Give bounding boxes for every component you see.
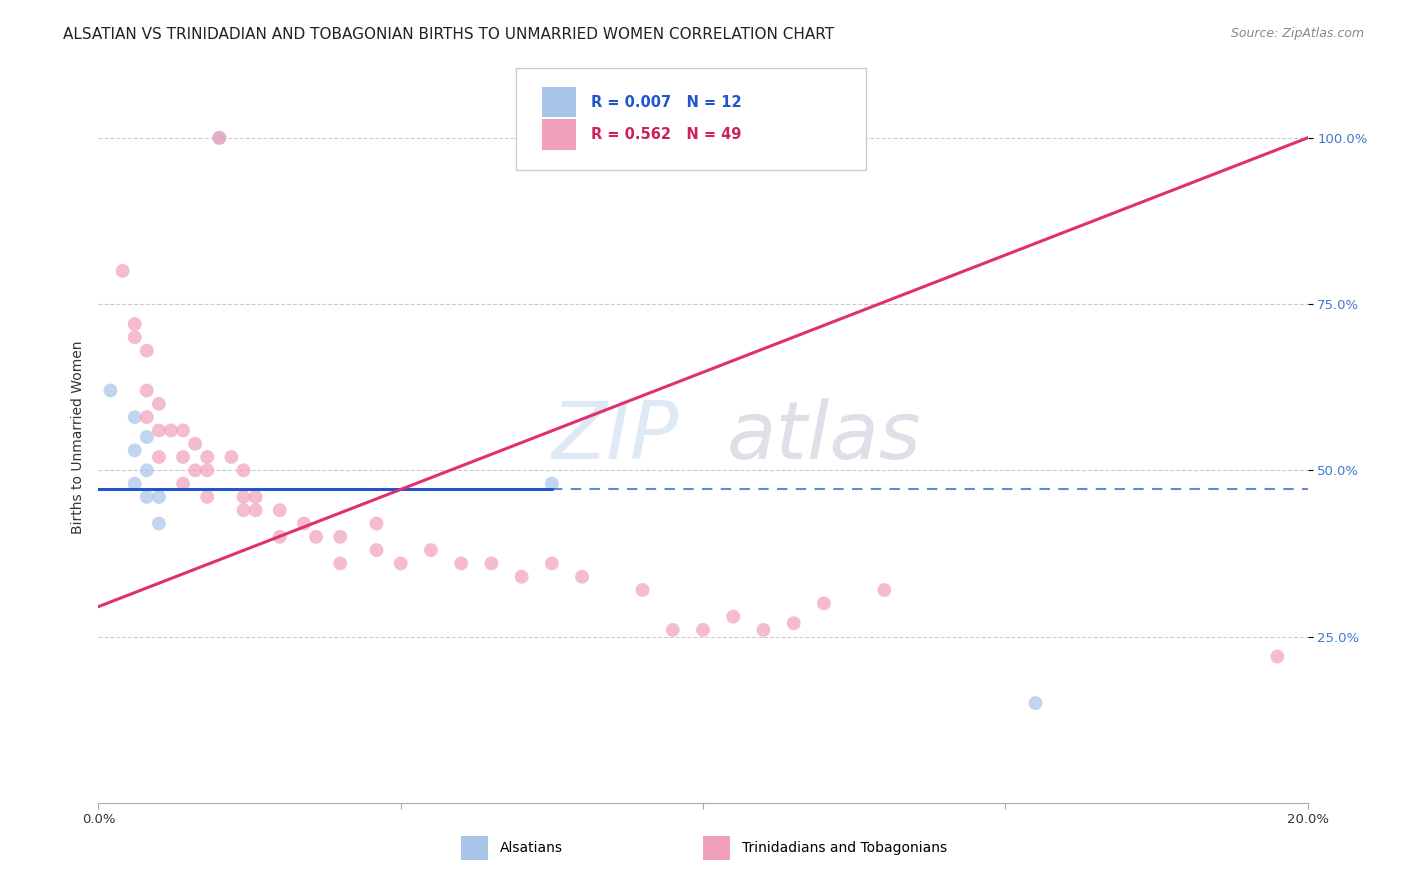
Point — [111, 264, 134, 278]
Point — [329, 557, 352, 571]
Point — [148, 490, 170, 504]
Point — [245, 490, 267, 504]
Text: atlas: atlas — [727, 398, 922, 476]
FancyBboxPatch shape — [461, 837, 488, 860]
Point — [208, 131, 231, 145]
Point — [124, 476, 146, 491]
Point — [540, 476, 562, 491]
Point — [195, 490, 218, 504]
Text: Source: ZipAtlas.com: Source: ZipAtlas.com — [1230, 27, 1364, 40]
Point — [172, 450, 194, 464]
Point — [124, 443, 146, 458]
Point — [195, 450, 218, 464]
Point — [783, 616, 806, 631]
Point — [631, 582, 654, 597]
Text: Trinidadians and Tobagonians: Trinidadians and Tobagonians — [742, 841, 946, 855]
Point — [160, 424, 183, 438]
Point — [366, 516, 388, 531]
Point — [510, 570, 533, 584]
Point — [305, 530, 328, 544]
Text: ZIP: ZIP — [551, 398, 679, 476]
Point — [540, 557, 562, 571]
Point — [292, 516, 315, 531]
Point — [195, 463, 218, 477]
Point — [1267, 649, 1289, 664]
FancyBboxPatch shape — [516, 68, 866, 170]
Point — [221, 450, 243, 464]
FancyBboxPatch shape — [703, 837, 730, 860]
Point — [329, 530, 352, 544]
Text: Alsatians: Alsatians — [501, 841, 562, 855]
FancyBboxPatch shape — [543, 119, 576, 150]
Point — [661, 623, 683, 637]
Point — [172, 424, 194, 438]
Point — [692, 623, 714, 637]
Point — [481, 557, 503, 571]
Point — [148, 516, 170, 531]
Point — [135, 430, 157, 444]
Point — [232, 490, 254, 504]
Text: R = 0.562   N = 49: R = 0.562 N = 49 — [591, 127, 741, 142]
Point — [232, 503, 254, 517]
Text: ALSATIAN VS TRINIDADIAN AND TOBAGONIAN BIRTHS TO UNMARRIED WOMEN CORRELATION CHA: ALSATIAN VS TRINIDADIAN AND TOBAGONIAN B… — [63, 27, 834, 42]
Point — [148, 450, 170, 464]
Point — [135, 384, 157, 398]
Point — [135, 490, 157, 504]
Point — [184, 436, 207, 450]
Point — [172, 476, 194, 491]
Point — [135, 343, 157, 358]
Point — [135, 410, 157, 425]
Point — [813, 596, 835, 610]
Point — [184, 463, 207, 477]
Point — [124, 330, 146, 344]
Point — [873, 582, 896, 597]
Point — [366, 543, 388, 558]
Point — [124, 410, 146, 425]
Point — [1024, 696, 1046, 710]
Point — [100, 384, 122, 398]
Point — [571, 570, 593, 584]
Point — [752, 623, 775, 637]
Point — [148, 424, 170, 438]
Point — [389, 557, 412, 571]
Point — [245, 503, 267, 517]
Point — [420, 543, 443, 558]
Point — [269, 530, 291, 544]
Y-axis label: Births to Unmarried Women: Births to Unmarried Women — [70, 341, 84, 533]
Point — [450, 557, 472, 571]
Point — [269, 503, 291, 517]
Point — [723, 609, 745, 624]
FancyBboxPatch shape — [543, 87, 576, 118]
Text: R = 0.007   N = 12: R = 0.007 N = 12 — [591, 95, 741, 110]
Point — [232, 463, 254, 477]
Point — [135, 463, 157, 477]
Point — [148, 397, 170, 411]
Point — [208, 131, 231, 145]
Point — [124, 317, 146, 331]
